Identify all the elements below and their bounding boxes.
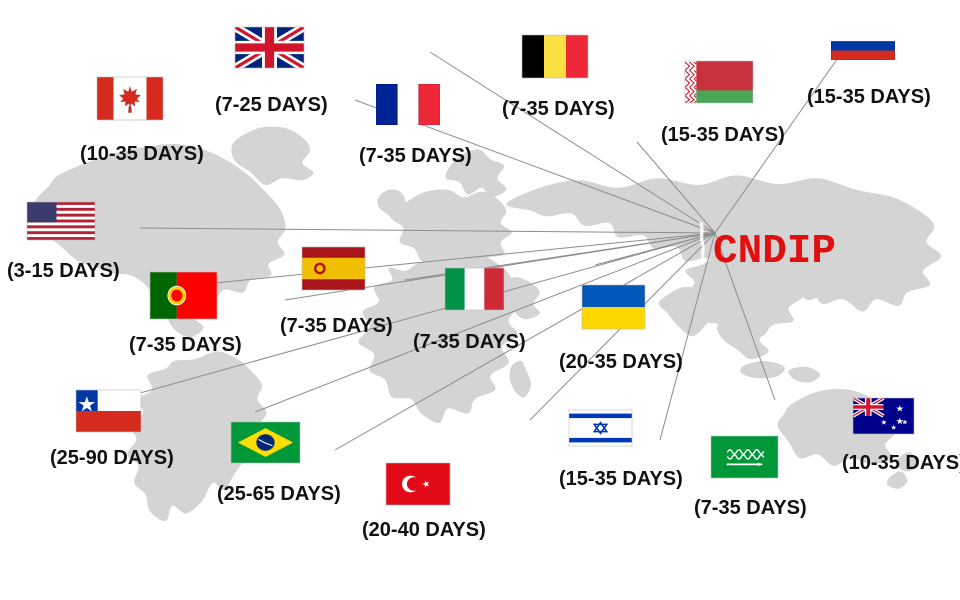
svg-text:CNDIP: CNDIP	[713, 229, 836, 275]
svg-text:(20-35 DAYS): (20-35 DAYS)	[559, 351, 683, 373]
svg-text:(3-15 DAYS): (3-15 DAYS)	[7, 260, 120, 282]
svg-text:(10-35 DAYS): (10-35 DAYS)	[80, 143, 204, 165]
svg-text:(15-35 DAYS): (15-35 DAYS)	[559, 468, 683, 490]
svg-text:(7-35 DAYS): (7-35 DAYS)	[694, 497, 807, 519]
svg-text:(7-25 DAYS): (7-25 DAYS)	[215, 94, 328, 116]
svg-text:(20-40 DAYS): (20-40 DAYS)	[362, 519, 486, 541]
svg-text:(15-35 DAYS): (15-35 DAYS)	[661, 124, 785, 146]
svg-text:(7-35 DAYS): (7-35 DAYS)	[413, 331, 526, 353]
svg-text:(25-90 DAYS): (25-90 DAYS)	[50, 447, 174, 469]
svg-text:(15-35 DAYS): (15-35 DAYS)	[807, 86, 931, 108]
svg-text:(7-35 DAYS): (7-35 DAYS)	[502, 98, 615, 120]
svg-text:(10-35 DAYS): (10-35 DAYS)	[842, 452, 960, 474]
svg-text:(7-35 DAYS): (7-35 DAYS)	[129, 334, 242, 356]
svg-text:(7-35 DAYS): (7-35 DAYS)	[280, 315, 393, 337]
svg-text:(25-65 DAYS): (25-65 DAYS)	[217, 483, 341, 505]
svg-text:(7-35 DAYS): (7-35 DAYS)	[359, 145, 472, 167]
